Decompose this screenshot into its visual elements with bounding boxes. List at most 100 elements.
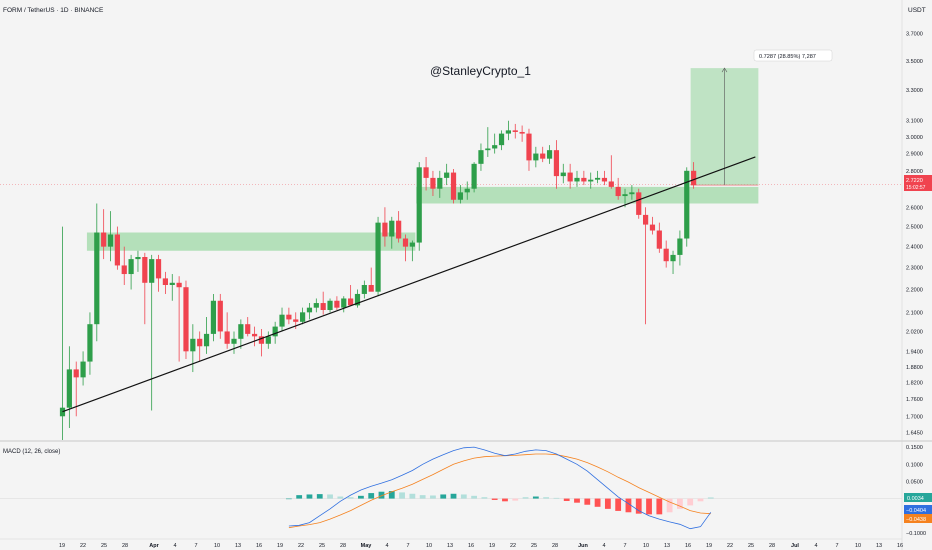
candle-body[interactable] xyxy=(341,298,347,308)
candle-body[interactable] xyxy=(684,170,690,239)
candle-body[interactable] xyxy=(142,257,148,283)
trendline[interactable] xyxy=(62,156,756,413)
candle-body[interactable] xyxy=(279,314,285,327)
candle-body[interactable] xyxy=(334,300,340,308)
candle-body[interactable] xyxy=(464,188,470,193)
projection-box[interactable] xyxy=(690,67,759,186)
candle-body[interactable] xyxy=(101,232,107,247)
candle-body[interactable] xyxy=(224,331,230,344)
candle-body[interactable] xyxy=(553,150,560,177)
candle-body[interactable] xyxy=(73,369,79,378)
candle-body[interactable] xyxy=(636,192,642,215)
candle-body[interactable] xyxy=(210,300,217,334)
candle-body[interactable] xyxy=(471,163,477,189)
candle-body[interactable] xyxy=(444,172,450,178)
candle-body[interactable] xyxy=(560,172,566,177)
candle-body[interactable] xyxy=(272,326,278,337)
support-zone[interactable] xyxy=(86,232,416,251)
candle-body[interactable] xyxy=(581,177,587,182)
candle-body[interactable] xyxy=(492,145,498,149)
candle-body[interactable] xyxy=(382,222,388,237)
candle-body[interactable] xyxy=(320,303,326,310)
candle-body[interactable] xyxy=(245,324,251,334)
candle-body[interactable] xyxy=(59,407,66,417)
candle-body[interactable] xyxy=(526,133,532,161)
candle-body[interactable] xyxy=(375,222,381,292)
candle-body[interactable] xyxy=(87,324,93,362)
projection-arrowhead xyxy=(721,67,728,73)
candle-body[interactable] xyxy=(588,179,594,182)
candle-body[interactable] xyxy=(286,314,292,320)
candle-body[interactable] xyxy=(608,181,614,187)
candle-body[interactable] xyxy=(169,282,175,285)
candle-body[interactable] xyxy=(368,284,374,292)
candle-body[interactable] xyxy=(389,220,395,237)
candle-body[interactable] xyxy=(155,259,162,279)
candle-body[interactable] xyxy=(135,257,141,260)
candle-body[interactable] xyxy=(643,214,649,225)
candle-body[interactable] xyxy=(190,338,196,352)
candle-body[interactable] xyxy=(457,192,463,200)
candle-body[interactable] xyxy=(114,234,120,266)
candle-body[interactable] xyxy=(231,338,237,344)
candle-body[interactable] xyxy=(217,300,223,332)
candle-body[interactable] xyxy=(361,284,367,294)
candle-body[interactable] xyxy=(546,150,553,159)
candle-body[interactable] xyxy=(162,278,168,285)
candle-body[interactable] xyxy=(107,234,114,247)
candle-body[interactable] xyxy=(251,333,258,337)
candle-body[interactable] xyxy=(396,220,402,239)
candle-body[interactable] xyxy=(313,303,319,308)
candle-body[interactable] xyxy=(540,153,546,159)
candle-body[interactable] xyxy=(615,186,621,197)
candle-body[interactable] xyxy=(519,131,525,134)
candle-body[interactable] xyxy=(66,369,72,408)
candle-body[interactable] xyxy=(567,172,573,182)
candle-body[interactable] xyxy=(265,336,271,344)
candle-body[interactable] xyxy=(183,287,189,352)
candle-body[interactable] xyxy=(128,259,134,275)
candle-body[interactable] xyxy=(505,130,511,134)
candle-body[interactable] xyxy=(430,177,436,189)
candle-body[interactable] xyxy=(691,170,697,186)
candle-body[interactable] xyxy=(478,150,484,164)
candle-body[interactable] xyxy=(663,248,669,262)
candle-body[interactable] xyxy=(622,194,628,197)
candle-body[interactable] xyxy=(677,238,683,255)
candle-body[interactable] xyxy=(197,338,203,347)
candle-body[interactable] xyxy=(450,172,457,200)
candle-body[interactable] xyxy=(306,307,313,313)
candle-body[interactable] xyxy=(94,232,100,325)
candle-body[interactable] xyxy=(327,300,333,310)
candle-body[interactable] xyxy=(629,192,635,195)
candle-body[interactable] xyxy=(601,177,608,182)
candle-body[interactable] xyxy=(203,333,210,347)
candle-body[interactable] xyxy=(594,177,601,180)
candle-body[interactable] xyxy=(512,130,518,132)
support-zone[interactable] xyxy=(416,186,759,204)
candle-body[interactable] xyxy=(485,148,491,151)
price-tick-label: 1.8200 xyxy=(906,381,923,387)
candle-body[interactable] xyxy=(670,254,676,262)
candle-body[interactable] xyxy=(293,319,299,322)
candle-body[interactable] xyxy=(402,238,409,247)
candle-body[interactable] xyxy=(121,265,127,275)
candle-body[interactable] xyxy=(649,224,656,231)
candle-body[interactable] xyxy=(238,324,244,339)
candle-body[interactable] xyxy=(416,167,422,243)
candle-body[interactable] xyxy=(258,336,265,344)
candle-body[interactable] xyxy=(533,153,539,161)
candle-body[interactable] xyxy=(423,167,429,178)
candle-body[interactable] xyxy=(80,361,86,378)
candle-body[interactable] xyxy=(300,312,306,322)
candle-body[interactable] xyxy=(498,133,505,146)
candle-body[interactable] xyxy=(574,177,580,182)
candle-body[interactable] xyxy=(437,177,443,189)
candle-body[interactable] xyxy=(348,298,354,306)
candle-body[interactable] xyxy=(149,259,155,283)
candle-body[interactable] xyxy=(354,293,361,306)
candle-body[interactable] xyxy=(176,282,182,288)
candle-body[interactable] xyxy=(656,230,662,249)
candle-body[interactable] xyxy=(409,242,415,247)
ascending-trendline[interactable] xyxy=(62,156,756,413)
